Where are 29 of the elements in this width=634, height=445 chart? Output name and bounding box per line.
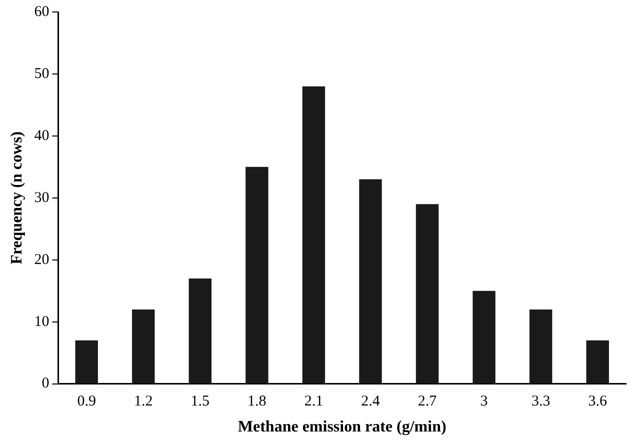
bar — [586, 340, 609, 384]
x-tick-label: 1.8 — [248, 394, 266, 410]
y-tick-label: 20 — [34, 252, 50, 268]
bar — [529, 309, 552, 384]
x-tick-label: 0.9 — [77, 394, 96, 410]
x-tick-label: 3.3 — [531, 394, 550, 410]
bar — [132, 309, 155, 384]
bar — [302, 86, 326, 384]
bar — [246, 166, 268, 384]
y-tick-label: 60 — [34, 4, 50, 20]
y-tick-label: 40 — [34, 128, 50, 144]
x-tick-label: 3 — [480, 394, 488, 410]
x-tick-label: 1.2 — [134, 394, 153, 410]
x-tick-label: 3.6 — [588, 394, 608, 410]
x-tick-label: 2.1 — [304, 394, 324, 410]
bar — [359, 179, 382, 384]
x-tick-label: 2.7 — [418, 394, 438, 410]
bar — [472, 290, 496, 384]
y-tick-label: 50 — [34, 66, 50, 82]
bar — [416, 204, 439, 384]
y-tick-label: 0 — [42, 376, 50, 392]
x-tick-label: 1.5 — [190, 394, 210, 410]
x-axis-title: Methane emission rate (g/min) — [238, 418, 446, 436]
bar — [75, 340, 98, 384]
y-axis-title: Frequency (n cows) — [8, 131, 26, 264]
x-tick-label: 2.4 — [361, 394, 380, 410]
y-tick-label: 10 — [34, 314, 50, 330]
bar — [188, 278, 212, 384]
y-tick-label: 30 — [34, 190, 50, 206]
